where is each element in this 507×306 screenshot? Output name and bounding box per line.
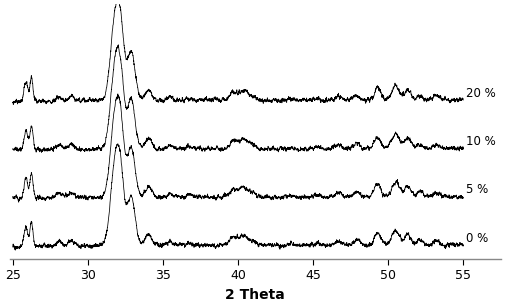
Text: 0 %: 0 % <box>466 232 488 244</box>
Text: 20 %: 20 % <box>466 87 496 100</box>
Text: 5 %: 5 % <box>466 183 488 196</box>
Text: 10 %: 10 % <box>466 135 496 148</box>
X-axis label: 2 Theta: 2 Theta <box>225 288 285 302</box>
